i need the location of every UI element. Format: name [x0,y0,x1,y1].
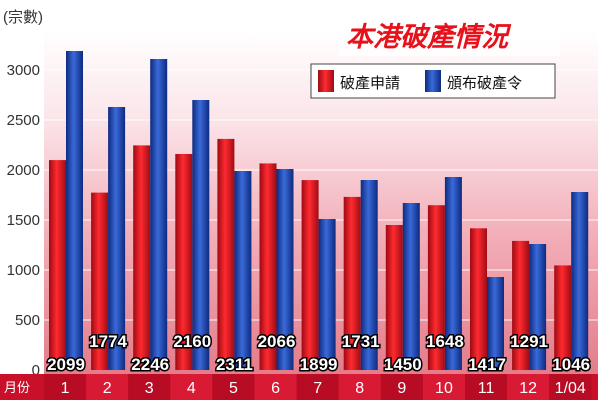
x-tick-label: 3 [145,380,154,397]
x-axis-cell [507,374,550,400]
data-label-filing: 1291 [510,332,548,351]
y-axis-ticks: 0 500 1000 1500 2000 2500 3000 [7,62,40,379]
x-tick-label: 1 [61,380,70,397]
bar-order [276,169,294,370]
data-label-filing: 1046 [552,355,590,374]
bar-order [360,180,378,370]
bar-filing [427,205,445,370]
y-tick-label: 500 [15,312,40,329]
x-axis-cell [296,374,339,400]
bar-filing [512,240,530,370]
title-group: 本港破產情況 [338,14,560,56]
x-axis-cell [254,374,297,400]
y-tick-label: 0 [32,362,40,379]
x-axis-cell [128,374,171,400]
bar-order [529,244,547,370]
bar-filing [133,145,151,370]
bar-filing [470,228,487,370]
bar-order [108,107,126,370]
bar-filing [343,196,361,370]
bar-order [402,203,420,370]
x-tick-label: 5 [229,380,238,397]
x-tick-label: 7 [313,380,322,397]
data-label-filing: 1417 [468,355,506,374]
data-label-filing: 1899 [300,355,338,374]
bar-order [192,100,210,370]
bar-filing [175,154,193,370]
bar-order [318,219,336,370]
x-tick-label: 12 [519,380,537,397]
chart-title: 本港破產情況 [346,22,512,53]
title-background [338,14,560,56]
data-label-filing: 2311 [216,355,253,374]
x-tick-label: 2 [103,380,112,397]
y-tick-label: 1500 [7,212,40,229]
data-label-filing: 2246 [131,355,169,374]
data-label-filing: 2160 [173,332,211,351]
x-axis-cell [86,374,129,400]
y-tick-label: 2000 [7,162,40,179]
bar-filing [301,180,319,370]
bar-filing [259,163,277,370]
bar-order [487,277,504,370]
bar-filing [554,265,572,370]
x-tick-label: 9 [397,380,406,397]
bar-order [150,59,168,370]
data-label-filing: 2099 [47,355,85,374]
y-tick-label: 3000 [7,62,40,79]
y-tick-label: 2500 [7,112,40,129]
legend-swatch-filing [318,70,334,92]
x-tick-label: 8 [355,380,364,397]
x-axis-cell [549,374,592,400]
bar-filing [217,138,235,370]
bar-order [571,192,589,370]
x-axis-label: 月份 [4,381,30,396]
legend-label-order: 頒布破產令 [447,74,522,92]
legend-label-filing: 破產申請 [340,74,400,92]
legend-swatch-order [425,70,441,92]
bars [49,51,589,370]
x-tick-label: 10 [435,380,453,397]
x-axis-cell [44,374,87,400]
x-axis-cell [422,374,465,400]
x-tick-label: 6 [271,380,280,397]
y-axis-unit-label: (宗數) [3,8,43,26]
x-axis-tick-labels: 1 2 3 4 5 6 7 8 9 10 11 12 1/04 [61,380,586,397]
bar-filing [385,225,403,370]
bar-filing [91,192,109,370]
x-axis-cell [465,374,508,400]
bar-order [234,171,252,370]
bar-order [66,51,83,370]
data-label-filing: 1774 [89,332,127,351]
x-tick-label: 1/04 [555,380,586,397]
x-tick-label: 4 [187,380,196,397]
data-label-filing: 2066 [258,332,296,351]
x-axis-cell [212,374,255,400]
x-axis-cell [170,374,213,400]
bar-filing [49,160,66,370]
legend: 破產申請 頒布破產令 [310,63,556,99]
data-label-filing: 1648 [426,332,464,351]
x-axis-cells [44,374,592,400]
x-axis-cell [338,374,381,400]
x-axis-cell [380,374,423,400]
data-label-filing: 1731 [342,332,380,351]
data-label-filing: 1450 [384,355,422,374]
y-tick-label: 1000 [7,262,40,279]
bar-order [444,177,462,370]
x-tick-label: 11 [478,380,495,397]
